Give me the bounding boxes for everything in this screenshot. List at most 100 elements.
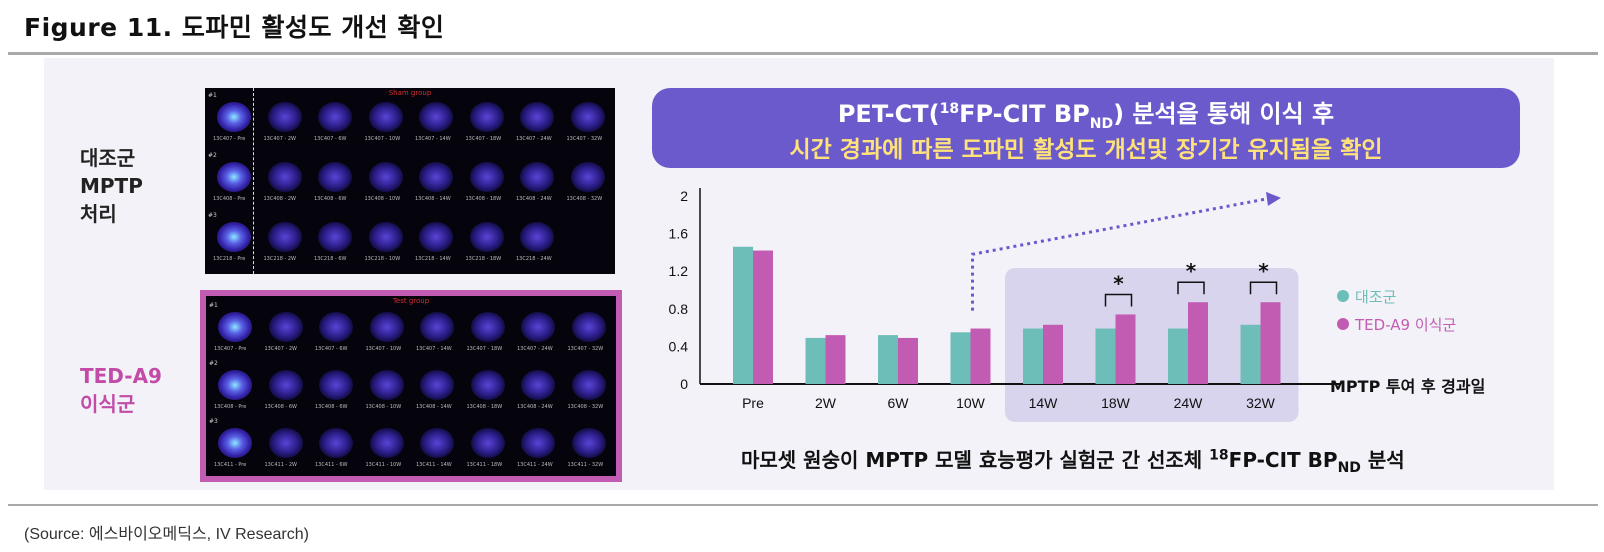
- pet-scan-image: [218, 428, 252, 458]
- banner-line-2: 시간 경과에 따른 도파민 활성도 개선및 장기간 유지됨을 확인: [789, 137, 1383, 163]
- pet-scan-label: 13C407 - 2W: [263, 136, 297, 142]
- pet-scan-label: 13C408 - 14W: [415, 196, 451, 202]
- pet-scan-image: [420, 428, 454, 458]
- pet-scan-label: 13C407 - 18W: [465, 136, 502, 142]
- pet-scan-image: [420, 370, 454, 400]
- pet-scan-label: 13C411 - 2W: [264, 462, 298, 468]
- significance-bracket: [1177, 281, 1205, 295]
- pet-scan-image: [571, 370, 606, 400]
- bar-treated: [1188, 302, 1208, 384]
- pet-scan-image: [319, 370, 353, 400]
- pet-scan-image: [469, 162, 504, 192]
- scan-row-number: #3: [208, 212, 217, 219]
- caption-text: FP-CIT BP: [1228, 448, 1338, 472]
- pet-scan-label: 13C408 - 32W: [567, 404, 604, 410]
- pet-scan-image: [521, 370, 555, 400]
- banner-text: PET-CT(: [837, 100, 940, 128]
- pet-scan-image: [218, 312, 252, 342]
- significance-marker: *: [1258, 259, 1269, 283]
- significance-marker: *: [1113, 271, 1124, 295]
- pet-scan-label: 13C411 - 14W: [416, 462, 452, 468]
- pet-group-title: Test group: [392, 297, 430, 305]
- pet-scan-image: [267, 102, 302, 132]
- source-note: (Source: 에스바이오메딕스, IV Research): [24, 526, 309, 543]
- pet-scan-image: [420, 312, 454, 342]
- significance-bracket: [1249, 281, 1278, 295]
- bar-control: [1168, 328, 1188, 384]
- pet-scan-label: 13C218 - 14W: [415, 256, 451, 262]
- pet-scan-image: [369, 312, 404, 342]
- pet-scan-image: [469, 102, 504, 132]
- scan-row-number: #2: [208, 152, 217, 159]
- pet-scan-image: [521, 312, 555, 342]
- x-tick-label: 24W: [1174, 395, 1204, 411]
- x-tick-label: 18W: [1101, 395, 1131, 411]
- scan-row-number: #3: [209, 418, 218, 425]
- pet-scan-label: 13C218 - 10W: [364, 256, 401, 262]
- pet-scan-label: 13C407 - Pre: [214, 346, 247, 352]
- pet-scan-label: 13C407 - 24W: [516, 136, 552, 142]
- pet-scan-label: 13C218 - 2W: [263, 256, 297, 262]
- pet-group-title: Sham group: [388, 89, 432, 97]
- pet-scan-image: [520, 102, 554, 132]
- pet-scan-image: [319, 428, 353, 458]
- control-label-line: 대조군: [80, 146, 136, 170]
- pet-scan-label: 13C407 - 32W: [567, 346, 604, 352]
- bar-control: [878, 335, 898, 384]
- banner-line-1: PET-CT(18FP-CIT BPND) 분석을 통해 이식 후: [652, 94, 1520, 132]
- pet-scan-label: 13C407 - 6W: [315, 346, 348, 352]
- legend-label: 대조군: [1355, 287, 1397, 306]
- pet-scan-label: 13C408 - 6W: [315, 404, 348, 410]
- bar-control: [733, 246, 753, 384]
- pet-scan-label: 13C408 - 18W: [465, 196, 502, 202]
- pet-scan-label: 13C407 - 32W: [566, 136, 603, 142]
- pet-scan-label: 13C408 - 32W: [566, 196, 603, 202]
- pet-scan-image: [571, 428, 606, 458]
- pet-scan-image: [570, 102, 605, 132]
- pet-scan-image: [267, 162, 302, 192]
- bottom-divider: [8, 504, 1598, 506]
- pet-scan-label: 13C218 - 24W: [516, 256, 552, 262]
- pet-scan-image: [318, 222, 352, 252]
- control-group-label: 대조군 MPTP 처리: [80, 144, 143, 228]
- pet-scan-image: [368, 222, 403, 252]
- pet-scan-image: [369, 370, 404, 400]
- y-tick-label: 0.8: [669, 301, 689, 317]
- pet-scan-image: [217, 222, 251, 252]
- pet-scan-image: [419, 222, 453, 252]
- bar-control: [1023, 328, 1043, 384]
- finding-banner: PET-CT(18FP-CIT BPND) 분석을 통해 이식 후 시간 경과에…: [652, 88, 1520, 168]
- pet-scan-label: 13C408 - 14W: [416, 404, 452, 410]
- pet-scan-label: 13C408 - Pre: [213, 196, 246, 202]
- figure-title: Figure 11. 도파민 활성도 개선 확인: [24, 13, 445, 42]
- y-tick-label: 0.4: [669, 338, 689, 354]
- pet-scan-image: [268, 428, 303, 458]
- pet-scan-label: 13C407 - 18W: [466, 346, 503, 352]
- legend-dot-icon: [1337, 318, 1349, 330]
- pet-scan-image: [368, 162, 403, 192]
- pet-scan-label: 13C407 - 2W: [264, 346, 298, 352]
- pet-scan-image: [520, 222, 554, 252]
- pet-scan-label: 13C218 - Pre: [213, 256, 246, 262]
- banner-text: ) 분석을 통해 이식 후: [1113, 100, 1335, 128]
- pet-scan-label: 13C411 - Pre: [214, 462, 247, 468]
- pet-scan-image: [469, 222, 504, 252]
- bar-treated: [753, 250, 773, 384]
- pet-scan-label: 13C408 - 6W: [314, 196, 347, 202]
- pet-scan-label: 13C407 - Pre: [213, 136, 246, 142]
- pet-scan-image: [267, 222, 302, 252]
- pet-scan-label: 13C411 - 10W: [365, 462, 402, 468]
- pet-scan-label: 13C407 - 10W: [364, 136, 401, 142]
- treated-label-line: 이식군: [80, 392, 136, 416]
- pet-scan-label: 13C218 - 18W: [465, 256, 502, 262]
- pet-scan-image: [470, 312, 505, 342]
- pet-scan-label: 13C408 - 10W: [364, 196, 401, 202]
- legend-label: TED-A9 이식군: [1355, 315, 1457, 334]
- pet-scan-label: 13C408 - 24W: [516, 196, 552, 202]
- bar-treated: [1115, 314, 1136, 384]
- pet-scan-image: [268, 312, 303, 342]
- chart-caption: 마모셋 원숭이 MPTP 모델 효능평가 실험군 간 선조체 18FP-CIT …: [741, 444, 1405, 476]
- significance-marker: *: [1186, 259, 1197, 283]
- pet-scan-image: [571, 312, 606, 342]
- pet-scan-image: [268, 370, 303, 400]
